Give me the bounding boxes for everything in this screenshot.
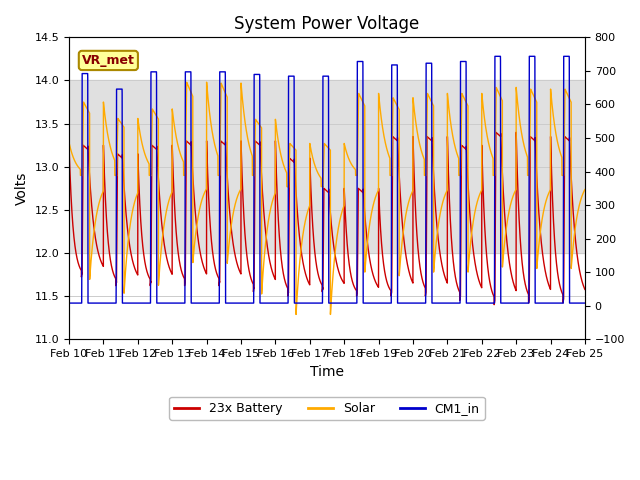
Legend: 23x Battery, Solar, CM1_in: 23x Battery, Solar, CM1_in <box>169 397 484 420</box>
Y-axis label: Volts: Volts <box>15 172 29 205</box>
Text: VR_met: VR_met <box>82 54 135 67</box>
Bar <box>69 81 585 253</box>
X-axis label: Time: Time <box>310 365 344 379</box>
Title: System Power Voltage: System Power Voltage <box>234 15 420 33</box>
